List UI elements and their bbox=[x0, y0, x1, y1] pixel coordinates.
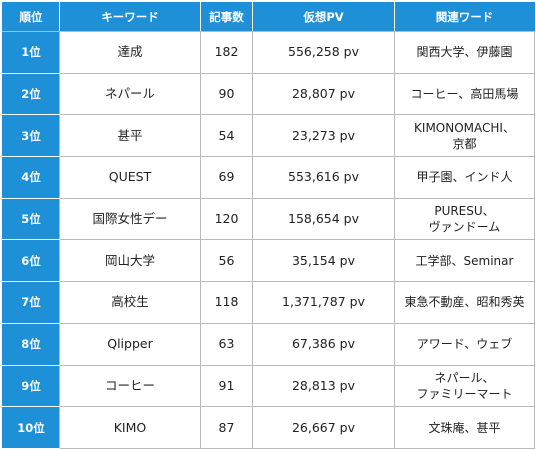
related-words-cell: 関西大学、伊藤園 bbox=[394, 31, 535, 74]
count-cell: 87 bbox=[200, 406, 253, 449]
keyword-cell: ネパール bbox=[59, 72, 201, 116]
rank-cell: 7位 bbox=[2, 281, 60, 324]
related-words-line: 工学部、Seminar bbox=[415, 253, 514, 268]
related-words-line: PURESU、 bbox=[434, 204, 495, 219]
related-words-cell: 甲子園、インド人 bbox=[394, 156, 535, 199]
table-row: 2位 ネパール 90 28,807 pv コーヒー、高田馬場 bbox=[2, 72, 535, 116]
related-words-cell: PURESU、 ヴァンドーム bbox=[394, 197, 535, 241]
related-words-line: 関西大学、伊藤園 bbox=[416, 45, 513, 60]
related-words-cell: 文珠庵、甚平 bbox=[394, 406, 535, 449]
pv-cell: 67,386 pv bbox=[252, 322, 395, 366]
related-words-line: ファミリーマート bbox=[416, 386, 513, 401]
table-body: 1位 達成 182 556,258 pv 関西大学、伊藤園 2位 ネパール 90 28,807 … bbox=[2, 31, 535, 449]
related-words-line: アワード、ウェブ bbox=[416, 337, 513, 352]
pv-cell: 35,154 pv bbox=[252, 239, 395, 283]
count-cell: 54 bbox=[200, 114, 253, 158]
count-cell: 90 bbox=[200, 72, 253, 116]
header-rank: 順位 bbox=[2, 2, 60, 32]
rank-cell: 3位 bbox=[2, 114, 60, 158]
keyword-cell: 達成 bbox=[59, 31, 201, 74]
related-words-cell: アワード、ウェブ bbox=[394, 322, 535, 366]
table-row: 6位 岡山大学 56 35,154 pv 工学部、Seminar bbox=[2, 239, 535, 283]
rank-cell: 1位 bbox=[2, 31, 60, 74]
header-article-count: 記事数 bbox=[200, 2, 253, 32]
count-cell: 120 bbox=[200, 197, 253, 241]
related-words-cell: 工学部、Seminar bbox=[394, 239, 535, 283]
count-cell: 182 bbox=[200, 31, 253, 74]
rank-cell: 10位 bbox=[2, 406, 60, 449]
keyword-cell: Qlipper bbox=[59, 322, 201, 366]
count-cell: 56 bbox=[200, 239, 253, 283]
table-row: 8位 Qlipper 63 67,386 pv アワード、ウェブ bbox=[2, 322, 535, 366]
keyword-cell: 国際女性デー bbox=[59, 197, 201, 241]
rank-cell: 8位 bbox=[2, 322, 60, 366]
keyword-cell: コーヒー bbox=[59, 364, 201, 408]
pv-cell: 556,258 pv bbox=[252, 31, 395, 74]
header-virtual-pv: 仮想PV bbox=[252, 2, 395, 32]
pv-cell: 28,813 pv bbox=[252, 364, 395, 408]
pv-cell: 26,667 pv bbox=[252, 406, 395, 449]
pv-cell: 553,616 pv bbox=[252, 156, 395, 199]
keyword-cell: 高校生 bbox=[59, 281, 201, 324]
rank-cell: 6位 bbox=[2, 239, 60, 283]
pv-cell: 1,371,787 pv bbox=[252, 281, 395, 324]
header-related-words: 関連ワード bbox=[394, 2, 535, 32]
related-words-cell: 東急不動産、昭和秀英 bbox=[394, 281, 535, 324]
table-row: 7位 高校生 118 1,371,787 pv 東急不動産、昭和秀英 bbox=[2, 281, 535, 324]
keyword-cell: 岡山大学 bbox=[59, 239, 201, 283]
pv-cell: 28,807 pv bbox=[252, 72, 395, 116]
table-row: 1位 達成 182 556,258 pv 関西大学、伊藤園 bbox=[2, 31, 535, 74]
related-words-cell: ネパール、 ファミリーマート bbox=[394, 364, 535, 408]
header-row: 順位 キーワード 記事数 仮想PV 関連ワード bbox=[2, 2, 535, 32]
table-row: 10位 KIMO 87 26,667 pv 文珠庵、甚平 bbox=[2, 406, 535, 449]
rank-cell: 5位 bbox=[2, 197, 60, 241]
keyword-cell: 甚平 bbox=[59, 114, 201, 158]
table-header: 順位 キーワード 記事数 仮想PV 関連ワード bbox=[2, 2, 535, 32]
pv-cell: 158,654 pv bbox=[252, 197, 395, 241]
keyword-cell: QUEST bbox=[59, 156, 201, 199]
related-words-line: 東急不動産、昭和秀英 bbox=[404, 295, 525, 310]
rank-cell: 4位 bbox=[2, 156, 60, 199]
keyword-cell: KIMO bbox=[59, 406, 201, 449]
rank-cell: 9位 bbox=[2, 364, 60, 408]
related-words-line: 文珠庵、甚平 bbox=[428, 420, 501, 435]
count-cell: 118 bbox=[200, 281, 253, 324]
header-keyword: キーワード bbox=[59, 2, 201, 32]
pv-cell: 23,273 pv bbox=[252, 114, 395, 158]
related-words-line: KIMONOMACHI、 bbox=[414, 120, 515, 135]
table-row: 4位 QUEST 69 553,616 pv 甲子園、インド人 bbox=[2, 156, 535, 199]
count-cell: 69 bbox=[200, 156, 253, 199]
related-words-line: ネパール、 bbox=[434, 370, 495, 385]
table-row: 3位 甚平 54 23,273 pv KIMONOMACHI、 京都 bbox=[2, 114, 535, 158]
related-words-line: ヴァンドーム bbox=[428, 220, 501, 235]
table-row: 9位 コーヒー 91 28,813 pv ネパール、 ファミリーマート bbox=[2, 364, 535, 408]
related-words-cell: コーヒー、高田馬場 bbox=[394, 72, 535, 116]
rank-cell: 2位 bbox=[2, 72, 60, 116]
table-row: 5位 国際女性デー 120 158,654 pv PURESU、 ヴァンドーム bbox=[2, 197, 535, 241]
related-words-line: コーヒー、高田馬場 bbox=[410, 87, 519, 102]
count-cell: 63 bbox=[200, 322, 253, 366]
related-words-cell: KIMONOMACHI、 京都 bbox=[394, 114, 535, 158]
related-words-line: 京都 bbox=[452, 136, 477, 151]
count-cell: 91 bbox=[200, 364, 253, 408]
related-words-line: 甲子園、インド人 bbox=[416, 170, 513, 185]
